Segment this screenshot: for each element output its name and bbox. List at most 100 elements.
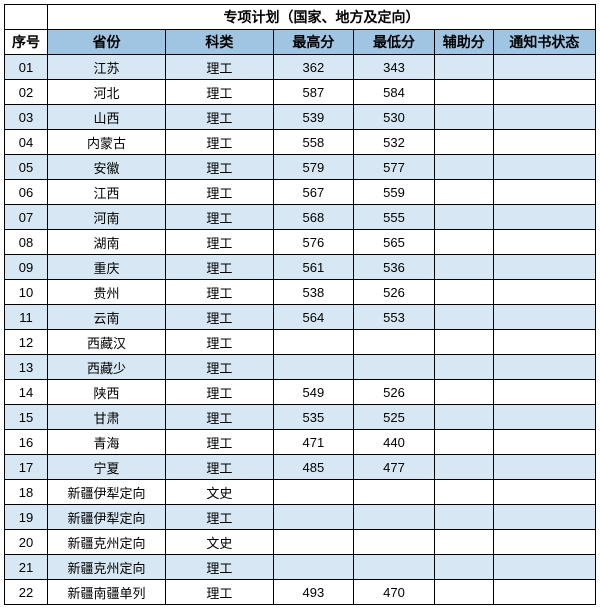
cell-max bbox=[273, 530, 354, 555]
cell-max: 549 bbox=[273, 380, 354, 405]
cell-min: 532 bbox=[354, 130, 435, 155]
cell-prov: 陕西 bbox=[47, 380, 165, 405]
cell-min bbox=[354, 505, 435, 530]
cell-aux bbox=[434, 455, 493, 480]
cell-stat bbox=[493, 180, 595, 205]
cell-prov: 江苏 bbox=[47, 55, 165, 80]
header-min: 最低分 bbox=[354, 30, 435, 55]
cell-prov: 甘肃 bbox=[47, 405, 165, 430]
cell-max: 576 bbox=[273, 230, 354, 255]
cell-seq: 11 bbox=[5, 305, 48, 330]
scores-table: 专项计划（国家、地方及定向） 序号 省份 科类 最高分 最低分 辅助分 通知书状… bbox=[4, 4, 596, 605]
cell-prov: 云南 bbox=[47, 305, 165, 330]
cell-min: 526 bbox=[354, 280, 435, 305]
table-row: 03山西理工539530 bbox=[5, 105, 596, 130]
cell-min bbox=[354, 330, 435, 355]
cell-min: 565 bbox=[354, 230, 435, 255]
cell-seq: 10 bbox=[5, 280, 48, 305]
cell-subj: 理工 bbox=[166, 330, 273, 355]
table-row: 13西藏少理工 bbox=[5, 355, 596, 380]
header-aux: 辅助分 bbox=[434, 30, 493, 55]
cell-prov: 河北 bbox=[47, 80, 165, 105]
table-row: 02河北理工587584 bbox=[5, 80, 596, 105]
cell-subj: 理工 bbox=[166, 80, 273, 105]
cell-prov: 安徽 bbox=[47, 155, 165, 180]
cell-seq: 17 bbox=[5, 455, 48, 480]
cell-subj: 理工 bbox=[166, 555, 273, 580]
cell-subj: 理工 bbox=[166, 205, 273, 230]
cell-seq: 06 bbox=[5, 180, 48, 205]
cell-prov: 江西 bbox=[47, 180, 165, 205]
corner-cell bbox=[5, 5, 48, 30]
cell-aux bbox=[434, 330, 493, 355]
cell-max: 535 bbox=[273, 405, 354, 430]
cell-max: 538 bbox=[273, 280, 354, 305]
cell-seq: 04 bbox=[5, 130, 48, 155]
cell-subj: 理工 bbox=[166, 305, 273, 330]
cell-min: 470 bbox=[354, 580, 435, 605]
table-row: 01江苏理工362343 bbox=[5, 55, 596, 80]
cell-stat bbox=[493, 205, 595, 230]
cell-max: 564 bbox=[273, 305, 354, 330]
table-row: 11云南理工564553 bbox=[5, 305, 596, 330]
cell-min: 525 bbox=[354, 405, 435, 430]
cell-subj: 理工 bbox=[166, 255, 273, 280]
cell-prov: 内蒙古 bbox=[47, 130, 165, 155]
table-title: 专项计划（国家、地方及定向） bbox=[47, 5, 595, 30]
cell-subj: 理工 bbox=[166, 130, 273, 155]
table-row: 16青海理工471440 bbox=[5, 430, 596, 455]
cell-aux bbox=[434, 305, 493, 330]
cell-min: 536 bbox=[354, 255, 435, 280]
cell-aux bbox=[434, 105, 493, 130]
table-row: 15甘肃理工535525 bbox=[5, 405, 596, 430]
cell-min: 440 bbox=[354, 430, 435, 455]
cell-subj: 理工 bbox=[166, 380, 273, 405]
cell-prov: 新疆克州定向 bbox=[47, 555, 165, 580]
cell-aux bbox=[434, 430, 493, 455]
cell-seq: 22 bbox=[5, 580, 48, 605]
cell-prov: 新疆南疆单列 bbox=[47, 580, 165, 605]
table-row: 05安徽理工579577 bbox=[5, 155, 596, 180]
cell-max bbox=[273, 480, 354, 505]
cell-min: 584 bbox=[354, 80, 435, 105]
cell-stat bbox=[493, 405, 595, 430]
cell-seq: 03 bbox=[5, 105, 48, 130]
table-row: 09重庆理工561536 bbox=[5, 255, 596, 280]
cell-min: 555 bbox=[354, 205, 435, 230]
cell-subj: 理工 bbox=[166, 105, 273, 130]
cell-max: 539 bbox=[273, 105, 354, 130]
cell-prov: 湖南 bbox=[47, 230, 165, 255]
cell-stat bbox=[493, 255, 595, 280]
cell-max: 587 bbox=[273, 80, 354, 105]
cell-prov: 新疆克州定向 bbox=[47, 530, 165, 555]
cell-prov: 西藏少 bbox=[47, 355, 165, 380]
cell-max bbox=[273, 330, 354, 355]
table-row: 10贵州理工538526 bbox=[5, 280, 596, 305]
header-row: 序号 省份 科类 最高分 最低分 辅助分 通知书状态 bbox=[5, 30, 596, 55]
cell-min: 577 bbox=[354, 155, 435, 180]
table-row: 18新疆伊犁定向文史 bbox=[5, 480, 596, 505]
cell-min bbox=[354, 555, 435, 580]
cell-stat bbox=[493, 155, 595, 180]
header-max: 最高分 bbox=[273, 30, 354, 55]
cell-stat bbox=[493, 355, 595, 380]
cell-subj: 理工 bbox=[166, 230, 273, 255]
cell-subj: 理工 bbox=[166, 55, 273, 80]
cell-subj: 理工 bbox=[166, 405, 273, 430]
table-row: 08湖南理工576565 bbox=[5, 230, 596, 255]
cell-seq: 21 bbox=[5, 555, 48, 580]
cell-stat bbox=[493, 55, 595, 80]
cell-max: 362 bbox=[273, 55, 354, 80]
cell-aux bbox=[434, 80, 493, 105]
cell-aux bbox=[434, 230, 493, 255]
cell-stat bbox=[493, 105, 595, 130]
cell-aux bbox=[434, 280, 493, 305]
cell-aux bbox=[434, 530, 493, 555]
cell-min: 530 bbox=[354, 105, 435, 130]
cell-aux bbox=[434, 255, 493, 280]
cell-stat bbox=[493, 580, 595, 605]
cell-prov: 山西 bbox=[47, 105, 165, 130]
cell-stat bbox=[493, 230, 595, 255]
cell-seq: 08 bbox=[5, 230, 48, 255]
cell-min bbox=[354, 480, 435, 505]
